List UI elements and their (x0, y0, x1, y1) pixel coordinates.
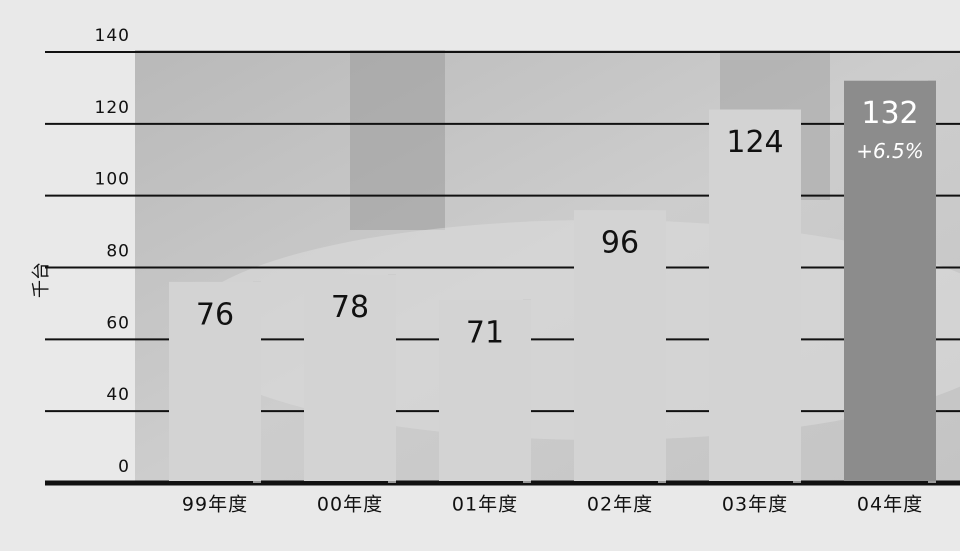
bar (304, 274, 396, 481)
y-tick-label: 60 (106, 313, 130, 333)
y-tick-label: 0 (118, 457, 130, 477)
value-label: 76 (196, 297, 234, 332)
y-tick-label: 120 (95, 98, 130, 118)
bar (709, 109, 801, 481)
y-axis-label: 千台 (31, 262, 52, 298)
y-tick-label: 40 (106, 385, 130, 405)
photo-door (350, 50, 445, 230)
bar (574, 210, 666, 482)
value-label: 124 (726, 125, 783, 160)
value-label: 71 (466, 315, 504, 350)
x-tick-label: 00年度 (317, 494, 383, 516)
annotation: +6.5% (856, 139, 924, 163)
x-tick-label: 03年度 (722, 494, 788, 516)
bar (169, 281, 261, 481)
y-tick-label: 140 (95, 26, 130, 46)
value-label: 132 (861, 96, 918, 131)
value-label: 96 (601, 226, 639, 261)
x-tick-label: 02年度 (587, 494, 653, 516)
x-tick-label: 04年度 (857, 494, 923, 516)
value-label: 78 (331, 290, 369, 325)
bar (844, 80, 936, 481)
x-tick-label: 99年度 (182, 494, 248, 516)
bar (439, 299, 531, 481)
x-tick-label: 01年度 (452, 494, 518, 516)
y-tick-label: 80 (106, 242, 130, 262)
y-tick-label: 100 (95, 170, 130, 190)
